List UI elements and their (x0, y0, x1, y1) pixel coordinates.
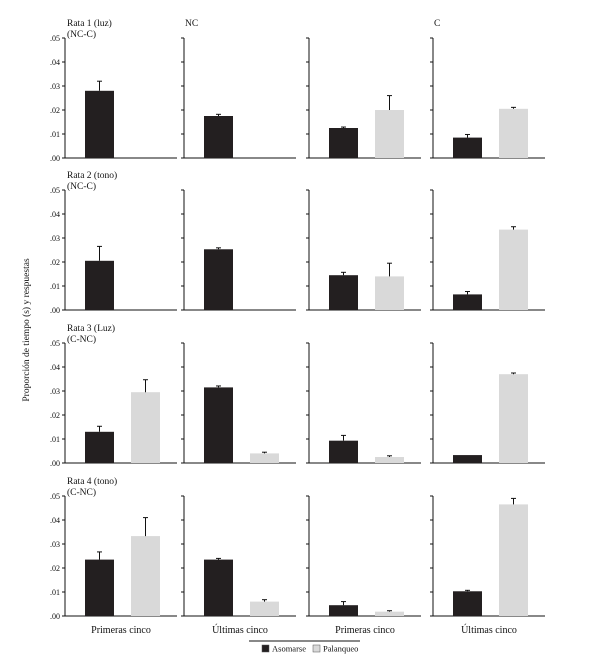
y-tick-label: .03 (50, 234, 60, 243)
bar-palanqueo (499, 108, 528, 158)
panel (306, 495, 421, 617)
legend-label: Palanqueo (323, 644, 358, 654)
column-label: Últimas cinco (212, 624, 268, 636)
column-label: Primeras cinco (91, 625, 151, 636)
bar-asomarse (453, 591, 482, 616)
bar-palanqueo (250, 601, 279, 616)
bar-asomarse (329, 275, 358, 310)
y-tick-label: .02 (50, 564, 60, 573)
panel: .00 .01 .02 .03 .04 .05 (50, 34, 177, 163)
row-sublabel: (NC-C) (67, 29, 96, 40)
column-headers: NC C (185, 19, 440, 29)
y-tick-label: .02 (50, 106, 60, 115)
bar-asomarse (329, 440, 358, 463)
y-tick-label: .00 (50, 306, 60, 315)
y-tick-label: .05 (50, 34, 60, 43)
bar-asomarse (204, 116, 233, 158)
row-label: Rata 2 (tono) (67, 170, 117, 181)
bar-asomarse (85, 90, 114, 158)
row-sublabel: (NC-C) (67, 181, 96, 192)
bar-asomarse (204, 387, 233, 463)
y-tick-label: .03 (50, 387, 60, 396)
panel (181, 37, 296, 159)
panel (430, 189, 545, 311)
panel (430, 495, 545, 617)
bar-palanqueo (250, 453, 279, 463)
bar-palanqueo (375, 457, 404, 463)
bar-palanqueo (499, 504, 528, 616)
y-axis-label: Proporción de tiempo (s) y respuestas (21, 258, 32, 402)
y-tick-label: .00 (50, 154, 60, 163)
bar-asomarse (85, 431, 114, 463)
y-tick-label: .01 (50, 130, 60, 139)
y-tick-label: .04 (50, 210, 60, 219)
bar-asomarse (85, 260, 114, 310)
y-tick-label: .04 (50, 363, 60, 372)
y-tick-label: .01 (50, 282, 60, 291)
bar-palanqueo (375, 276, 404, 310)
bar-asomarse (204, 249, 233, 310)
bar-asomarse (85, 559, 114, 616)
y-tick-label: .05 (50, 492, 60, 501)
panel (430, 37, 545, 159)
panel: .00 .01 .02 .03 .04 .05 (50, 186, 177, 315)
column-label: Últimas cinco (461, 624, 517, 636)
panel: .00 .01 .02 .03 .04 .05 (50, 339, 177, 468)
row-label: Rata 3 (Luz) (67, 323, 115, 334)
bar-palanqueo (375, 611, 404, 616)
panel (306, 37, 421, 159)
panels: Rata 1 (luz)(NC-C).00.01.02.03.04.05Rata… (50, 18, 545, 621)
bar-asomarse (329, 128, 358, 158)
y-tick-label: .02 (50, 411, 60, 420)
column-label: Primeras cinco (335, 625, 395, 636)
y-tick-label: .05 (50, 339, 60, 348)
y-tick-label: .00 (50, 612, 60, 621)
panel (430, 342, 545, 464)
legend-swatch (261, 644, 270, 653)
y-tick-label: .03 (50, 540, 60, 549)
bar-palanqueo (375, 110, 404, 158)
y-tick-label: .01 (50, 435, 60, 444)
legend-label: Asomarse (272, 644, 306, 654)
column-header: C (434, 19, 440, 29)
row-sublabel: (C-NC) (67, 334, 96, 345)
y-tick-label: .04 (50, 58, 60, 67)
bar-asomarse (453, 137, 482, 158)
panel (306, 342, 421, 464)
panel: .00 .01 .02 .03 .04 .05 (50, 492, 177, 621)
panel (181, 189, 296, 311)
bar-palanqueo (499, 229, 528, 310)
y-tick-label: .02 (50, 258, 60, 267)
row-label: Rata 1 (luz) (67, 18, 112, 29)
panel (306, 189, 421, 311)
y-tick-label: .00 (50, 459, 60, 468)
y-tick-label: .03 (50, 82, 60, 91)
row-label: Rata 4 (tono) (67, 476, 117, 487)
panel (181, 342, 296, 464)
panel (181, 495, 296, 617)
column-header: NC (185, 19, 198, 29)
bar-palanqueo (499, 374, 528, 463)
column-labels: Primeras cinco Últimas cinco Primeras cinc… (91, 624, 517, 636)
legend-swatch (312, 644, 321, 653)
bar-asomarse (204, 559, 233, 616)
bar-asomarse (453, 455, 482, 463)
legend: Asomarse Palanqueo (249, 640, 360, 654)
bar-asomarse (453, 294, 482, 310)
bar-palanqueo (131, 536, 160, 616)
row-sublabel: (C-NC) (67, 487, 96, 498)
y-tick-label: .05 (50, 186, 60, 195)
y-tick-label: .01 (50, 588, 60, 597)
bar-palanqueo (131, 392, 160, 463)
bar-asomarse (329, 605, 358, 616)
y-tick-label: .04 (50, 516, 60, 525)
